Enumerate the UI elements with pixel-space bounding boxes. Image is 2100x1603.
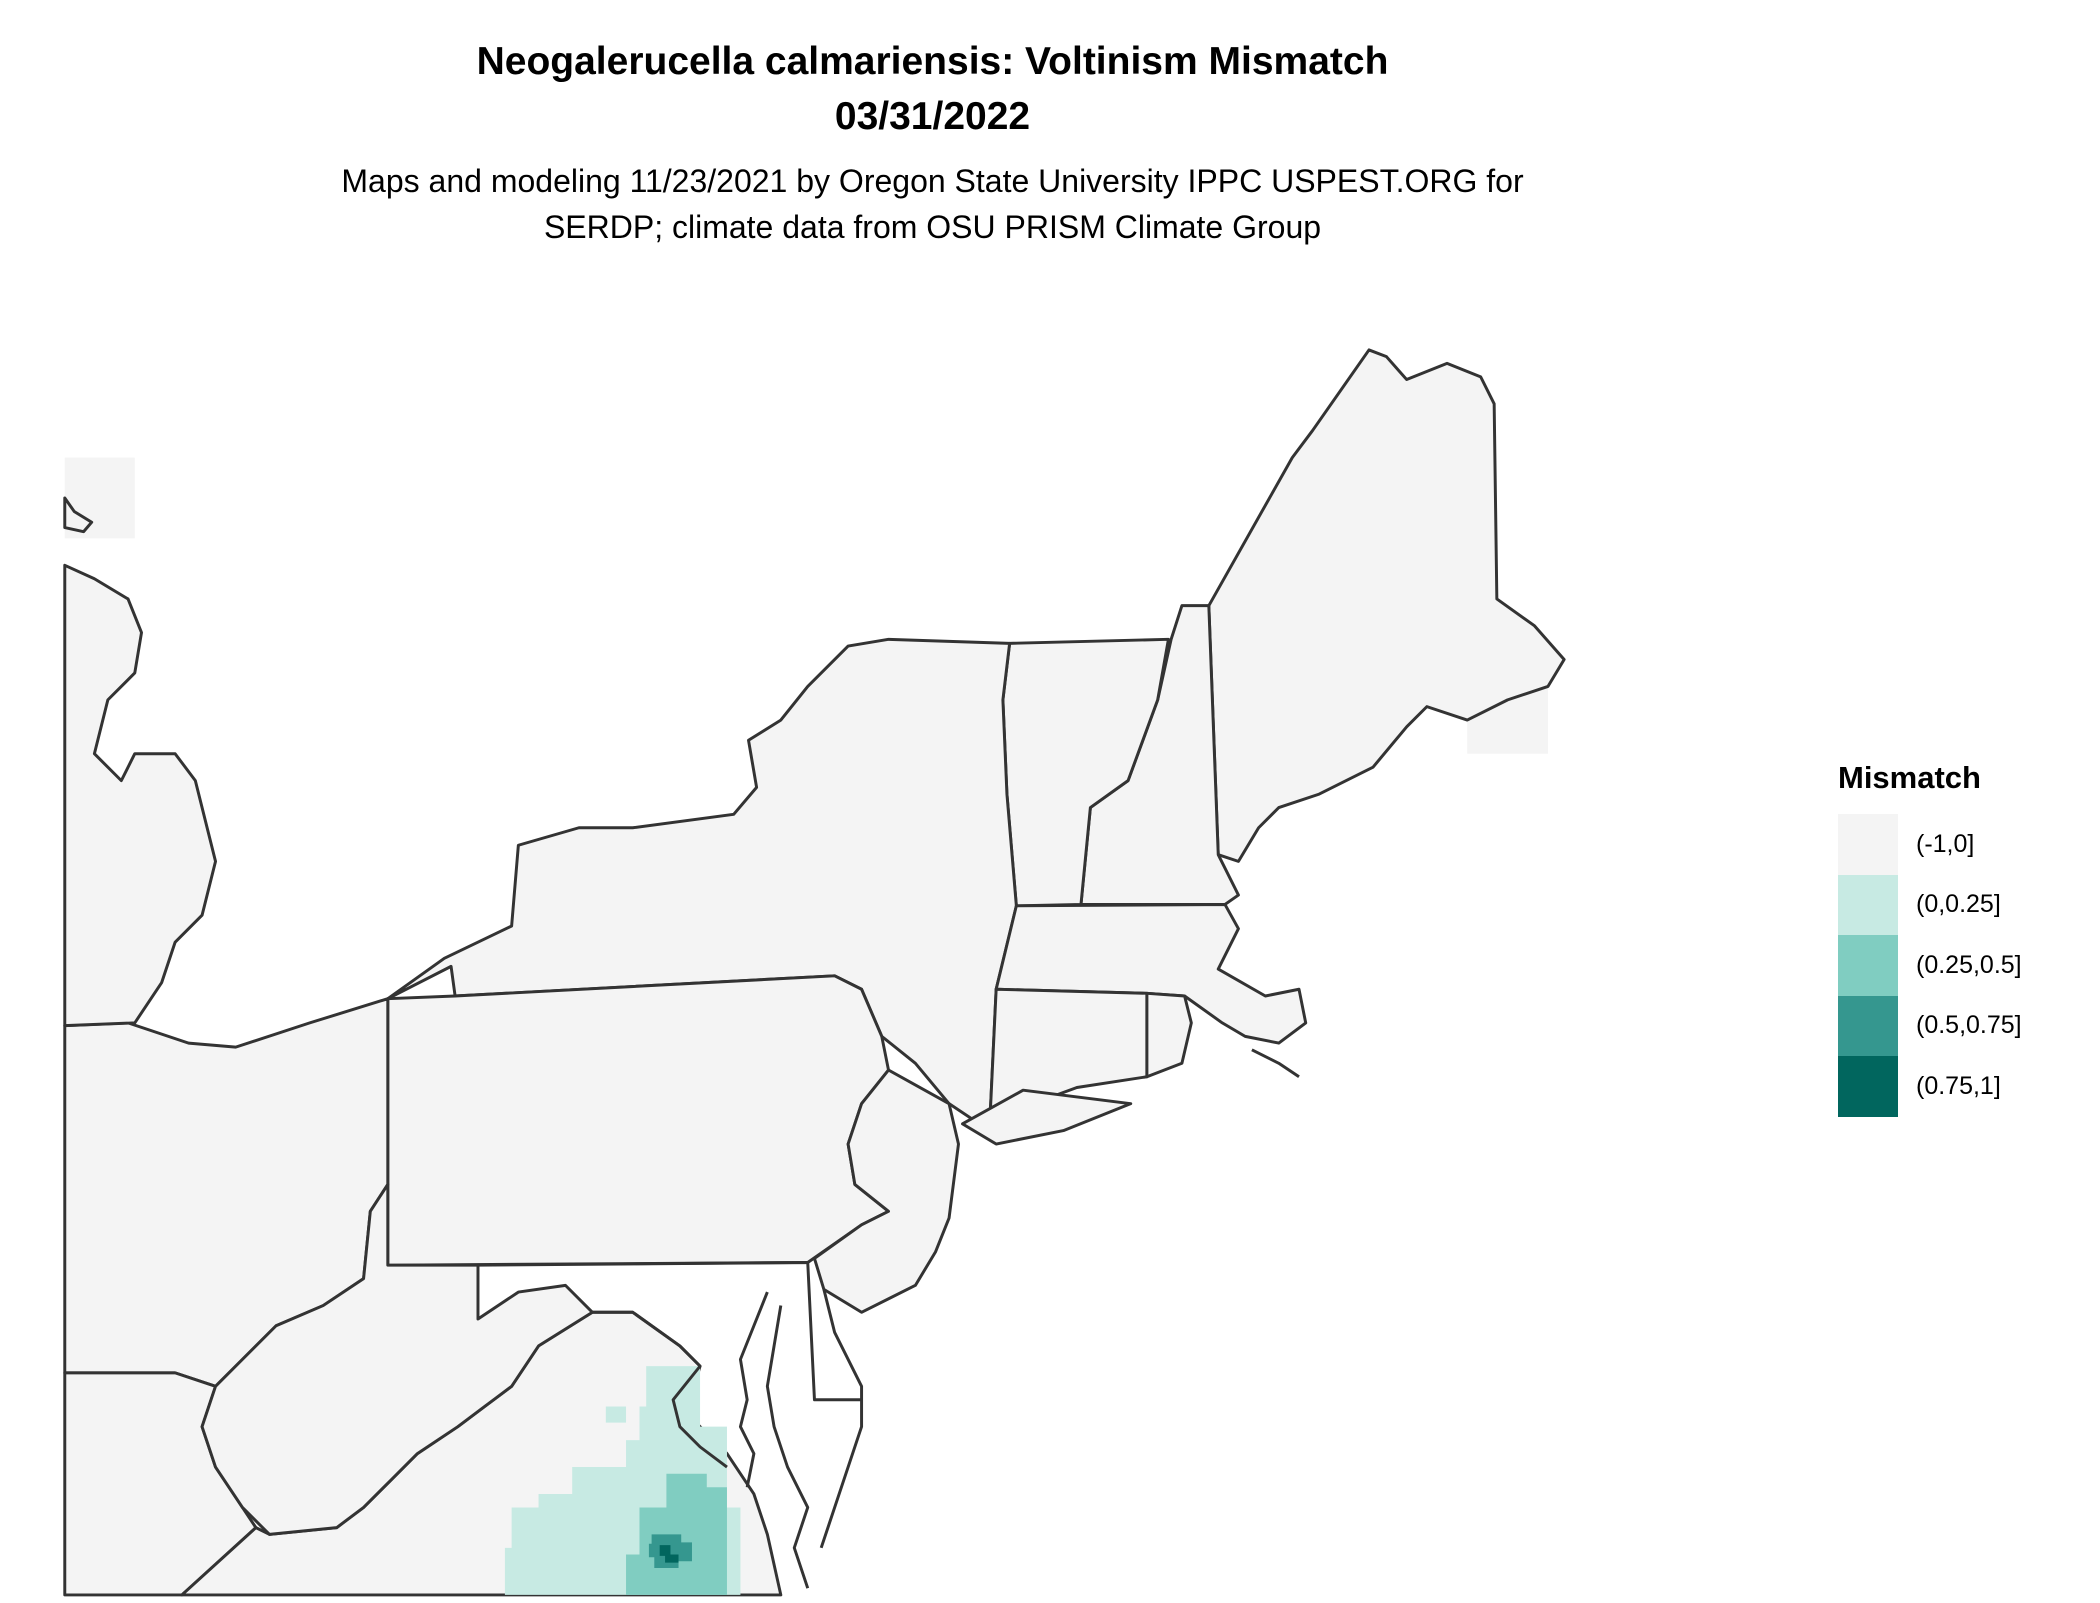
legend-label: (0,0.25] [1916, 890, 2001, 919]
legend-label: (0.5,0.75] [1916, 1011, 2022, 1040]
cape-cod [1251, 1048, 1300, 1078]
chesapeake-bay-west-shore [738, 1291, 769, 1488]
legend-swatch [1838, 874, 1898, 935]
potomac-river-border [592, 1310, 728, 1469]
legend-swatch [1838, 1056, 1898, 1117]
legend-label: (0.25,0.5] [1916, 950, 2022, 979]
legend-title: Mismatch [1838, 760, 1981, 795]
map-title: Neogalerucella calmariensis: Voltinism M… [476, 40, 1389, 83]
map-subtitle-line-1: Maps and modeling 11/23/2021 by Oregon S… [341, 163, 1524, 199]
upper-michigan [63, 496, 94, 534]
legend-item: (0,0.25] [1838, 874, 2022, 935]
legend-swatch [1838, 935, 1898, 996]
legend-swatch [1838, 814, 1898, 875]
state-pennsylvania [386, 974, 890, 1267]
delmarva-coast [819, 1289, 864, 1549]
chesapeake-bay-east-shore [765, 1305, 810, 1589]
legend-label: (0.75,1] [1916, 1071, 2001, 1100]
mismatch-raster [504, 1366, 741, 1595]
state-west-virginia [200, 1182, 594, 1536]
map-date: 03/31/2022 [834, 95, 1031, 138]
legend-item: (0.75,1] [1838, 1056, 2022, 1117]
state-michigan [63, 563, 218, 1028]
map-subtitle-line-2: SERDP; climate data from OSU PRISM Clima… [543, 209, 1322, 245]
legend-item: (-1,0] [1838, 814, 2022, 875]
long-island [961, 1088, 1133, 1146]
legend-swatch [1838, 995, 1898, 1056]
state-maryland-border [477, 1260, 862, 1402]
legend-label: (-1,0] [1916, 829, 1975, 858]
legend-item: (0.25,0.5] [1838, 935, 2022, 996]
mismatch-cells-0.75-1 [659, 1545, 679, 1563]
state-maine [1207, 348, 1566, 863]
state-rhode-island [1145, 991, 1193, 1079]
legend-item: (0.5,0.75] [1838, 995, 2022, 1056]
legend: Mismatch (-1,0] (0,0.25] (0.25,0.5] (0.5… [1838, 760, 2022, 1117]
